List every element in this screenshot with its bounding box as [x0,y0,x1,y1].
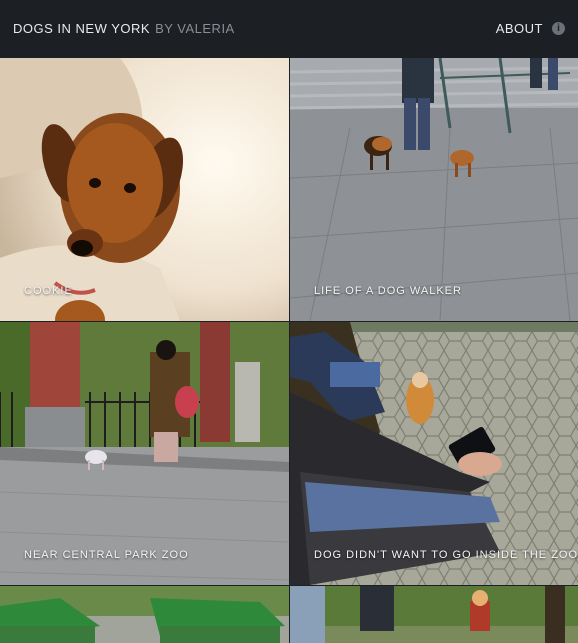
about-link[interactable]: ABOUT i [496,21,565,36]
photo-grid: COOKIE [0,58,578,643]
info-icon[interactable]: i [552,22,565,35]
photo-tile-6[interactable] [290,586,578,643]
photo-tile-5[interactable] [0,586,289,643]
tile-caption: LIFE OF A DOG WALKER [314,285,462,297]
tile-caption: NEAR CENTRAL PARK ZOO [24,549,189,561]
site-title[interactable]: DOGS IN NEW YORK [13,21,151,36]
tile-caption: COOKIE [24,285,73,297]
photo-cookie [0,58,289,321]
photo-dog-walker [290,58,578,321]
photo-central-park [0,322,289,585]
tile-caption: DOG DIDN'T WANT TO GO INSIDE THE ZOO [314,549,578,561]
photo-green-booths [0,586,289,643]
photo-park-walk [290,586,578,643]
site-brand[interactable]: DOGS IN NEW YORK BY VALERIA [13,21,235,36]
photo-tile-dog-walker[interactable]: LIFE OF A DOG WALKER [290,58,578,321]
about-label[interactable]: ABOUT [495,21,543,36]
photo-tile-cookie[interactable]: COOKIE [0,58,289,321]
photo-tile-zoo-dog[interactable]: DOG DIDN'T WANT TO GO INSIDE THE ZOO [290,322,578,585]
top-bar: DOGS IN NEW YORK BY VALERIA ABOUT i [0,0,578,57]
photo-tile-central-park[interactable]: NEAR CENTRAL PARK ZOO [0,322,289,585]
site-byline: BY VALERIA [155,21,235,36]
photo-zoo-dog [290,322,578,585]
